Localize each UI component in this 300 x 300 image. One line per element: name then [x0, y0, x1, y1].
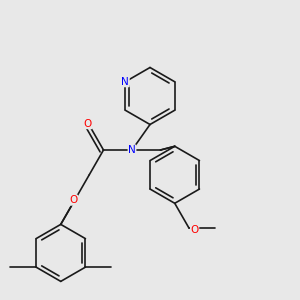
Text: O: O: [84, 119, 92, 129]
Text: O: O: [190, 225, 199, 235]
Text: O: O: [69, 195, 78, 205]
Text: N: N: [128, 145, 136, 155]
Text: N: N: [122, 77, 129, 87]
